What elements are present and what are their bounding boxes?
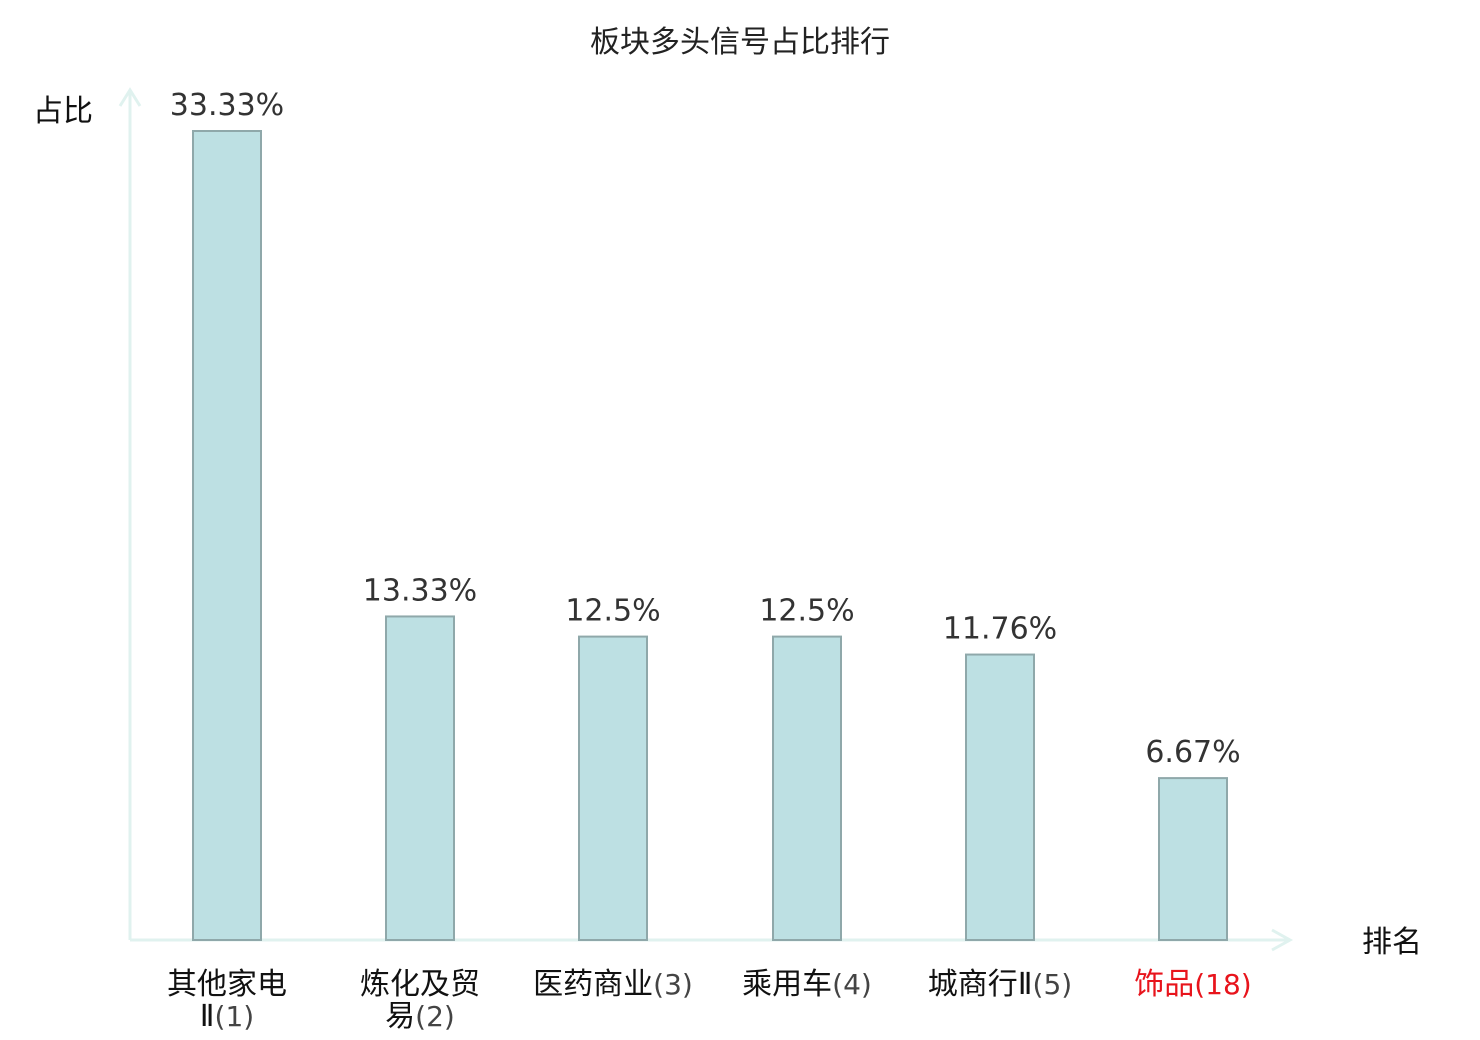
x-tick-label-5: 城商行Ⅱ(5) — [928, 967, 1072, 1002]
bar-2 — [385, 615, 455, 941]
value-label-2: 13.33% — [363, 573, 477, 608]
chart-title: 板块多头信号占比排行 — [590, 25, 890, 60]
bars-group — [192, 130, 1228, 942]
bar-6 — [1158, 777, 1228, 941]
x-tick-label-6: 饰品(18) — [1134, 967, 1251, 1002]
x-tick-label-2: 炼化及贸易(2) — [360, 967, 480, 1034]
bar-3 — [578, 635, 648, 941]
bar-1 — [192, 130, 262, 941]
x-tick-label-1: 其他家电 Ⅱ(1) — [167, 967, 287, 1034]
bar-5 — [965, 653, 1035, 942]
y-axis — [118, 87, 142, 940]
x-axis — [130, 928, 1294, 952]
value-label-1: 33.33% — [170, 88, 284, 123]
x-tick-labels-group: 其他家电 Ⅱ(1) 炼化及贸易(2) 医药商业(3) 乘用车(4) 城商行Ⅱ(5) 饰品(1… — [167, 967, 1252, 1034]
value-label-6: 6.67% — [1145, 735, 1240, 770]
value-labels-group: 33.33% 13.33% 12.5% 12.5% 11.76% 6.67% — [170, 88, 1241, 770]
value-label-3: 12.5% — [565, 594, 660, 629]
value-label-4: 12.5% — [759, 594, 854, 629]
value-label-5: 11.76% — [943, 612, 1057, 647]
bar-4 — [772, 635, 842, 941]
x-tick-label-4: 乘用车(4) — [742, 967, 872, 1002]
y-axis-label: 占比 — [33, 94, 93, 129]
x-tick-label-3: 医药商业(3) — [533, 967, 693, 1002]
x-axis-label: 排名 — [1362, 925, 1422, 960]
